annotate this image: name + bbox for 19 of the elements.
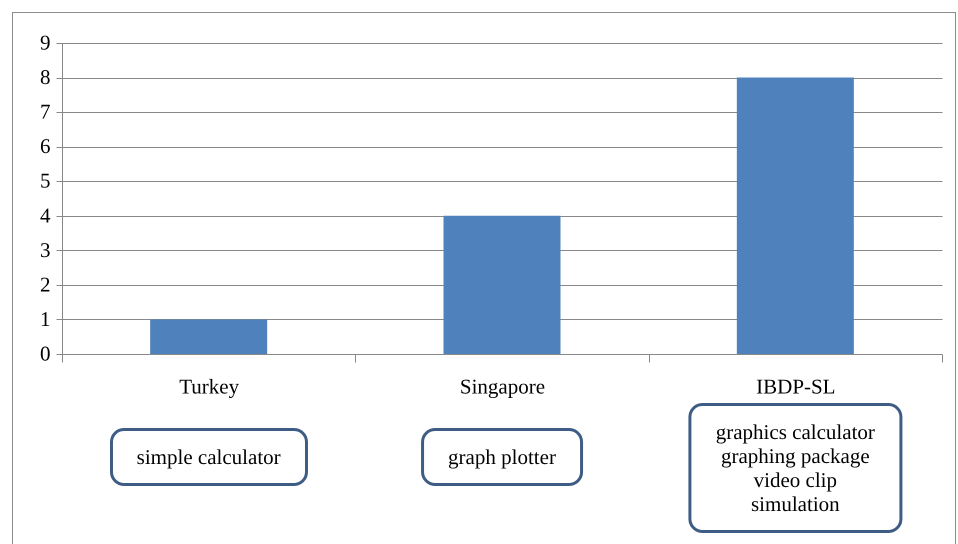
- rounded-box: simple calculator: [110, 428, 308, 486]
- x-tick-label: Turkey: [179, 374, 240, 398]
- bar: [736, 78, 854, 354]
- y-tick-label: 3: [40, 238, 50, 262]
- y-tick-label: 5: [40, 168, 50, 193]
- rounded-box: graphics calculator graphing package video clip simulation: [688, 403, 902, 533]
- bar: [150, 319, 268, 354]
- y-tick-label: 2: [40, 272, 50, 296]
- y-tick-label: 4: [40, 203, 51, 228]
- y-tick-label: 9: [40, 30, 50, 54]
- x-tick-label: Singapore: [460, 374, 546, 398]
- rounded-box: graph plotter: [421, 428, 583, 486]
- bar: [444, 216, 560, 354]
- x-tick-label: IBDP-SL: [756, 374, 836, 398]
- y-tick-label: 1: [40, 306, 50, 331]
- y-tick-label: 6: [40, 134, 50, 158]
- y-tick-label: 0: [40, 342, 50, 366]
- y-tick-label: 7: [40, 100, 50, 124]
- y-tick-label: 8: [40, 65, 50, 90]
